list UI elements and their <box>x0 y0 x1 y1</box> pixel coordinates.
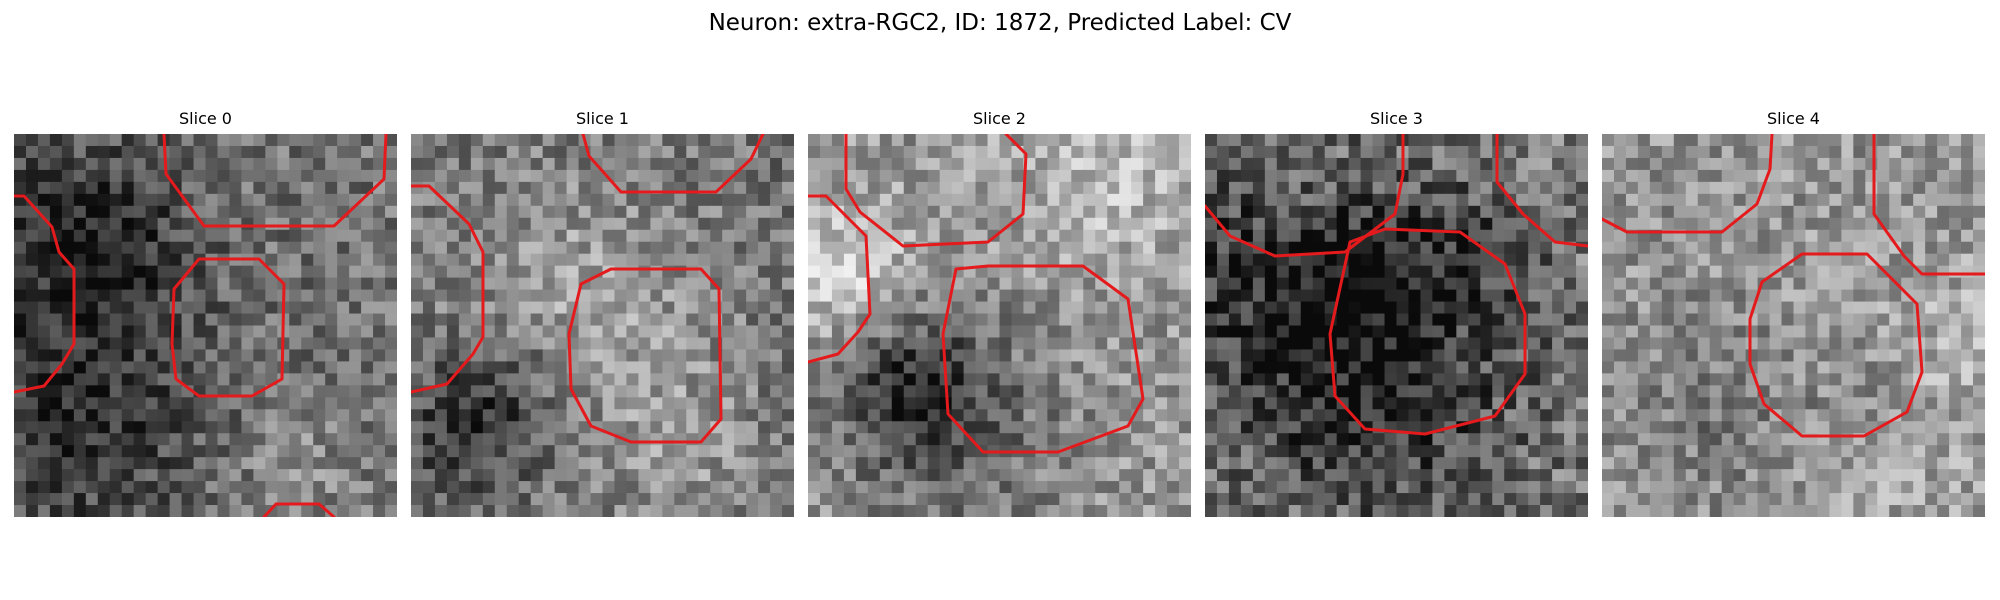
slice-panel-0: Slice 0 <box>14 104 397 517</box>
slice-image-0 <box>14 134 397 517</box>
slice-title-4: Slice 4 <box>1767 109 1820 128</box>
figure-title: Neuron: extra-RGC2, ID: 1872, Predicted … <box>708 10 1292 36</box>
cell-contour <box>1602 134 1774 234</box>
cell-contour <box>941 264 1145 454</box>
slice-image-4 <box>1602 134 1985 517</box>
slice-title-2: Slice 2 <box>973 109 1026 128</box>
slice-panel-3: Slice 3 <box>1205 104 1588 517</box>
cell-contour <box>14 194 76 394</box>
cell-contour <box>162 134 388 228</box>
cell-contour <box>581 134 765 194</box>
slice-title-3: Slice 3 <box>1370 109 1423 128</box>
slice-panel-4: Slice 4 <box>1602 104 1985 517</box>
slice-title-0: Slice 0 <box>179 109 232 128</box>
cell-contour <box>808 194 872 364</box>
slice-image-2 <box>808 134 1191 517</box>
cell-contour <box>1872 134 1985 276</box>
grayscale-pixel-grid <box>808 134 1191 517</box>
cell-contour <box>170 257 286 398</box>
slice-panel-2: Slice 2 <box>808 104 1191 517</box>
cell-contour <box>262 502 336 517</box>
grayscale-pixel-grid <box>411 134 794 517</box>
cell-contour <box>1328 227 1527 436</box>
cell-contour <box>844 134 1028 248</box>
slice-image-3 <box>1205 134 1588 517</box>
grayscale-pixel-grid <box>1602 134 1985 517</box>
grayscale-pixel-grid <box>1205 134 1588 517</box>
cell-contour <box>411 184 485 394</box>
slice-title-1: Slice 1 <box>576 109 629 128</box>
cell-contour <box>1748 252 1924 438</box>
slice-image-1 <box>411 134 794 517</box>
slice-panel-1: Slice 1 <box>411 104 794 517</box>
cell-contour <box>567 267 723 444</box>
cell-contour <box>1205 134 1405 258</box>
cell-contour <box>1495 134 1588 248</box>
grayscale-pixel-grid <box>14 134 397 517</box>
